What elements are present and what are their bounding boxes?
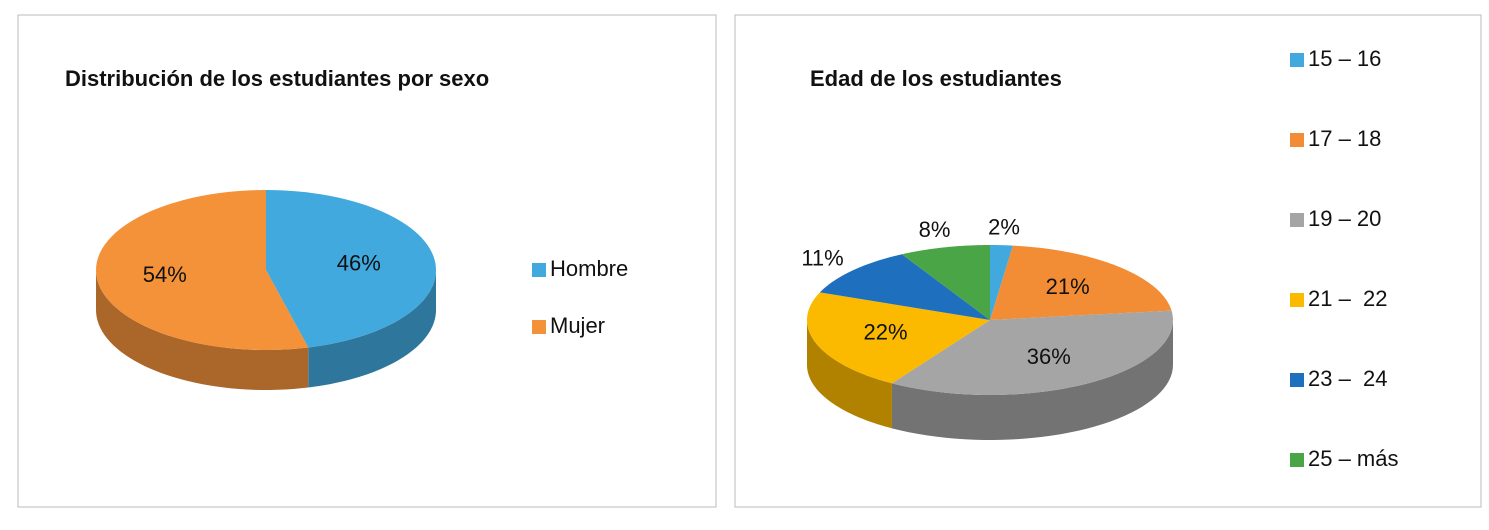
pie-slice [807,292,990,384]
legend-label: 21 – 22 [1308,286,1388,311]
legend-swatch [532,320,546,334]
chart-frame [734,14,1482,508]
legend-label: 19 – 20 [1308,206,1381,231]
data-label: 8% [919,217,951,242]
data-label: 2% [988,214,1020,239]
data-label: 21% [1046,274,1090,299]
legend-swatch [1290,373,1304,387]
data-label: 22% [864,320,908,345]
data-label: 36% [1027,344,1071,369]
chart-title: Distribución de los estudiantes por sexo [65,66,489,91]
legend-swatch [532,263,546,277]
legend-swatch [1290,213,1304,227]
pie-slice-side [96,270,309,390]
pie-slice-side [807,320,892,429]
data-label: 54% [143,262,187,287]
pie-slice [96,190,309,350]
data-label: 11% [801,245,843,270]
legend-label: 17 – 18 [1308,126,1381,151]
pie-slice-side [891,320,1173,440]
pie-slice [819,254,990,320]
legend-label: Mujer [550,313,605,338]
pie-slice [990,245,1013,320]
data-label: 46% [337,250,381,275]
legend-swatch [1290,133,1304,147]
chart-title: Edad de los estudiantes [810,66,1062,91]
pie-slice [266,190,436,348]
pie-slice [901,245,990,320]
pie-slice [891,310,1173,395]
legend-label: Hombre [550,256,628,281]
legend-swatch [1290,453,1304,467]
legend-swatch [1290,53,1304,67]
legend-label: 23 – 24 [1308,366,1388,391]
legend-label: 25 – más [1308,446,1399,471]
pie-slice [990,245,1172,320]
legend-swatch [1290,293,1304,307]
pie-slice-side [308,270,436,388]
legend-label: 15 – 16 [1308,46,1381,71]
